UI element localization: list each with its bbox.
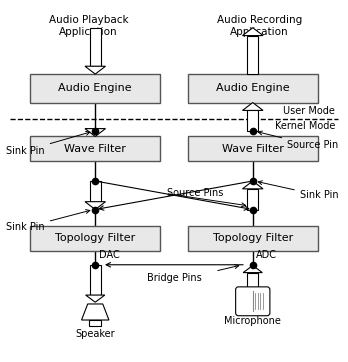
Polygon shape [243,181,263,189]
Bar [188,74,318,102]
Text: Source Pins: Source Pins [167,189,223,198]
Bar [188,136,318,161]
Text: ADC: ADC [256,251,277,261]
Bar [89,28,101,66]
Polygon shape [85,129,105,136]
Text: Audio Recording
Application: Audio Recording Application [217,15,302,37]
Text: Audio Engine: Audio Engine [216,83,290,93]
Bar [90,265,101,295]
Polygon shape [85,202,105,210]
Text: Sink Pin: Sink Pin [258,181,338,200]
Text: Topology Filter: Topology Filter [213,233,293,243]
Bar [247,273,258,290]
Text: Wave Filter: Wave Filter [64,144,126,154]
Bar [30,226,160,251]
Text: Speaker: Speaker [76,329,115,339]
Text: DAC: DAC [99,251,119,261]
Bar [89,320,101,327]
Polygon shape [243,265,262,273]
Text: Sink Pin: Sink Pin [6,210,90,232]
Text: Microphone: Microphone [224,316,281,326]
Text: Topology Filter: Topology Filter [55,233,135,243]
Polygon shape [243,28,263,35]
Bar [247,35,259,74]
Bar [89,181,101,202]
Text: Bridge Pins: Bridge Pins [147,273,201,283]
Text: Source Pin: Source Pin [258,131,338,150]
Text: Audio Engine: Audio Engine [58,83,132,93]
Text: Audio Playback
Application: Audio Playback Application [49,15,128,37]
Bar [188,226,318,251]
Bar [30,74,160,102]
Text: User Mode: User Mode [283,106,335,116]
Text: Kernel Mode: Kernel Mode [275,122,335,131]
Bar [89,129,101,131]
Polygon shape [81,304,109,320]
Polygon shape [85,66,105,74]
Text: Wave Filter: Wave Filter [222,144,284,154]
Bar [30,136,160,161]
FancyBboxPatch shape [236,287,270,316]
Bar [247,189,259,210]
Text: Sink Pin: Sink Pin [6,131,90,156]
Bar [247,110,259,131]
Polygon shape [86,295,105,302]
Polygon shape [243,102,263,110]
